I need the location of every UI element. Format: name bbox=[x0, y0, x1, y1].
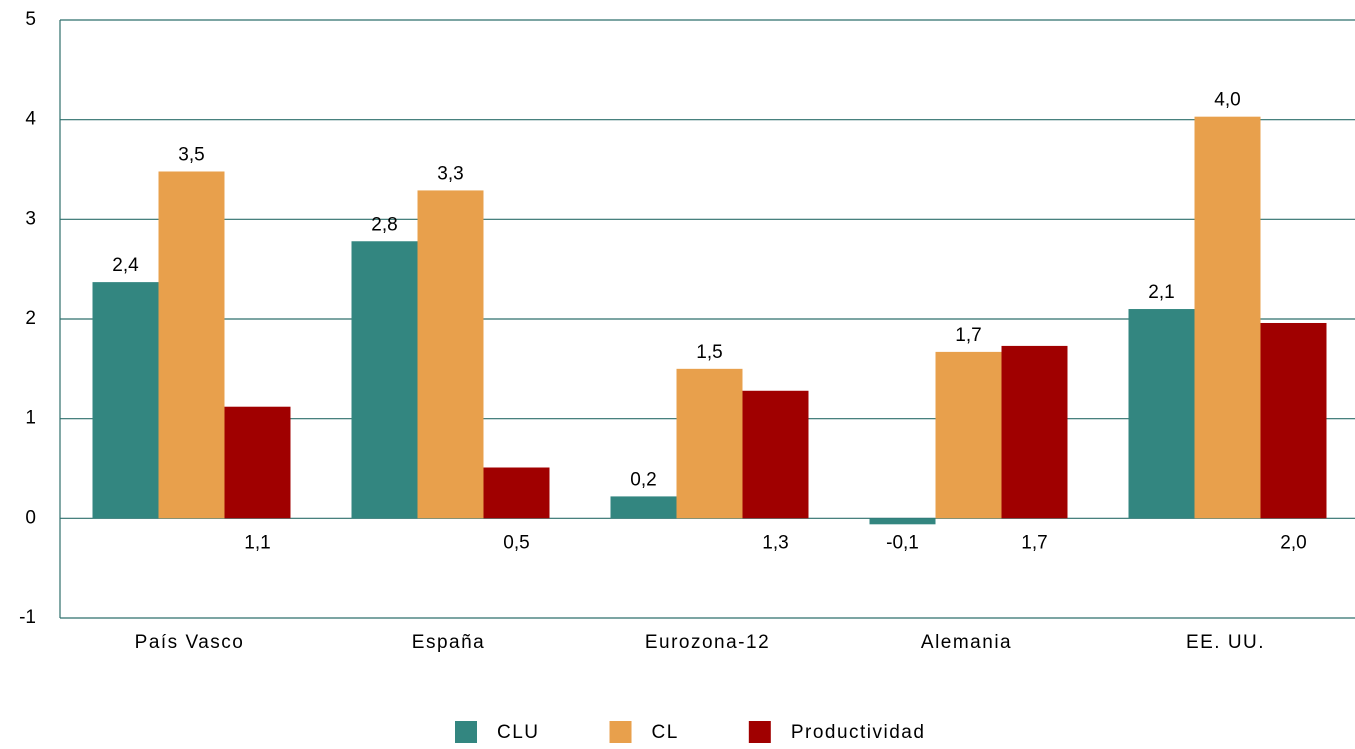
value-label: 1,7 bbox=[955, 325, 981, 346]
value-label: 1,3 bbox=[762, 532, 788, 553]
legend-label: CL bbox=[652, 722, 679, 743]
bar bbox=[158, 171, 225, 519]
x-tick-label: País Vasco bbox=[135, 632, 245, 653]
legend-swatch bbox=[748, 721, 771, 743]
value-label: 2,4 bbox=[112, 255, 139, 276]
bar bbox=[869, 518, 936, 525]
bar bbox=[935, 351, 1002, 519]
value-label: 1,5 bbox=[696, 342, 722, 363]
legend-swatch bbox=[455, 721, 477, 743]
bar bbox=[224, 406, 291, 519]
y-tick-label: 4 bbox=[25, 109, 36, 130]
bar bbox=[610, 496, 677, 519]
x-tick-label: Alemania bbox=[921, 632, 1012, 653]
legend-label: CLU bbox=[497, 722, 540, 743]
value-label: 3,3 bbox=[437, 163, 463, 184]
value-label: 1,7 bbox=[1021, 532, 1047, 553]
legend-swatch bbox=[609, 721, 632, 743]
y-tick-label: 0 bbox=[25, 507, 36, 528]
y-tick-label: -1 bbox=[19, 607, 36, 628]
y-tick-label: 2 bbox=[25, 308, 36, 329]
bar bbox=[1194, 116, 1261, 519]
bar bbox=[92, 282, 159, 519]
value-label: 0,2 bbox=[630, 469, 656, 490]
y-tick-label: 3 bbox=[25, 208, 36, 229]
value-label: 1,1 bbox=[244, 532, 270, 553]
bar bbox=[676, 368, 743, 519]
y-tick-label: 1 bbox=[25, 408, 36, 429]
bar bbox=[742, 390, 809, 519]
value-label: 0,5 bbox=[503, 532, 529, 553]
value-label: 2,8 bbox=[371, 214, 397, 235]
bar bbox=[417, 190, 484, 519]
value-label: 3,5 bbox=[178, 145, 204, 166]
x-tick-label: Eurozona-12 bbox=[645, 632, 770, 653]
y-tick-label: 5 bbox=[25, 9, 36, 30]
bar bbox=[1260, 322, 1327, 519]
value-label: -0,1 bbox=[886, 532, 919, 553]
x-tick-label: EE. UU. bbox=[1186, 632, 1265, 653]
bar bbox=[1128, 309, 1195, 519]
bar bbox=[351, 241, 418, 519]
value-label: 4,0 bbox=[1214, 90, 1240, 111]
legend-label: Productividad bbox=[791, 722, 926, 743]
bar bbox=[483, 467, 550, 519]
value-label: 2,1 bbox=[1148, 282, 1174, 303]
x-tick-label: España bbox=[412, 632, 485, 653]
bar bbox=[1001, 345, 1068, 519]
value-label: 2,0 bbox=[1280, 532, 1306, 553]
